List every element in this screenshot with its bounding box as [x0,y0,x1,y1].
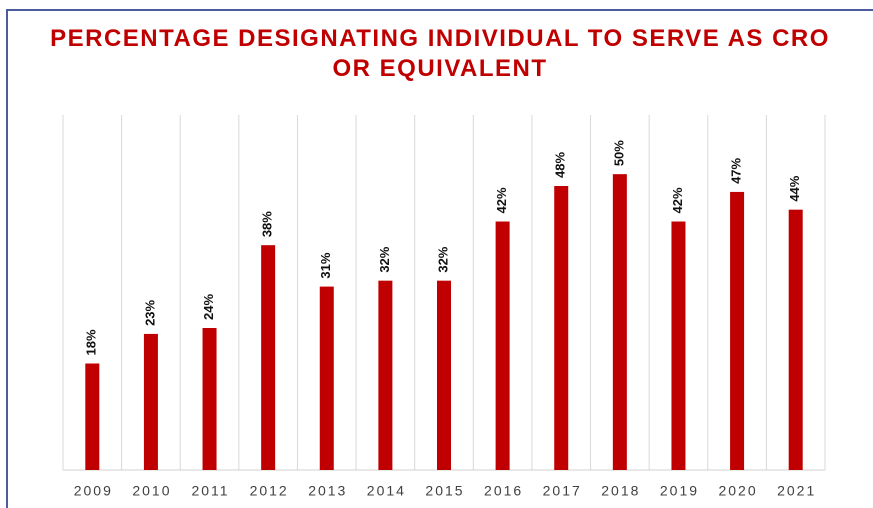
x-tick-label: 2013 [308,483,347,499]
bar [554,186,569,470]
frame [6,9,873,508]
x-tick-label: 2010 [132,483,171,499]
x-tick-label: 2011 [191,483,229,499]
data-label: 18% [84,329,99,355]
x-tick-label: 2012 [250,483,289,499]
data-label: 24% [201,294,216,320]
x-tick-label: 2020 [718,483,757,499]
bar [730,191,745,470]
bar [143,333,158,470]
data-label: 38% [260,211,275,237]
chart-title: PERCENTAGE DESIGNATING INDIVIDUAL TO SER… [50,25,830,82]
data-label: 42% [670,187,685,213]
data-label: 31% [318,252,333,278]
data-label: 42% [494,187,509,213]
data-label: 44% [787,175,802,201]
data-label: 32% [435,246,450,272]
x-tick-label: 2016 [484,483,523,499]
bar [261,245,276,470]
data-label: 32% [377,246,392,272]
data-label: 48% [553,152,568,178]
bar [612,174,627,470]
data-label: 23% [142,299,157,325]
x-tick-label: 2017 [543,483,582,499]
bar [788,209,803,470]
bar [202,328,217,470]
x-tick-label: 2018 [601,483,640,499]
bar [85,363,100,470]
x-tick-label: 2015 [425,483,464,499]
bar [378,280,393,470]
x-tick-label: 2009 [74,483,113,499]
bar [671,221,686,470]
bar [437,280,451,470]
bar [495,221,510,470]
data-label: 50% [611,140,626,166]
bar [319,286,334,470]
data-label: 47% [729,157,744,183]
x-tick-label: 2014 [367,483,406,499]
x-tick-label: 2021 [777,483,816,499]
x-tick-label: 2019 [660,483,699,499]
